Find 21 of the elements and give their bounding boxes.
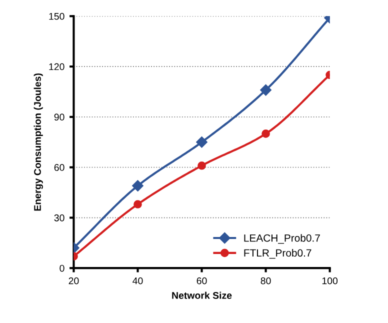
- point: [134, 200, 142, 208]
- y-tick-label: 60: [54, 164, 64, 171]
- y-tick-label: 150: [49, 12, 64, 20]
- x-tick-label: 20: [68, 277, 79, 284]
- x-tick-label: 100: [322, 277, 338, 284]
- legend-label: FTLR_Prob0.7: [244, 249, 312, 259]
- y-axis-title: Energy Consumption (Joules): [34, 73, 43, 211]
- x-tick-label: 40: [132, 277, 143, 284]
- x-tick-label: 80: [260, 277, 271, 284]
- point: [196, 136, 208, 148]
- point: [198, 161, 206, 170]
- point: [262, 130, 270, 138]
- y-tick-label: 30: [54, 214, 64, 222]
- y-tick-label: 90: [54, 114, 64, 121]
- point: [260, 84, 272, 96]
- x-tick-label: 60: [196, 277, 207, 284]
- point: [132, 180, 144, 192]
- y-tick-label: 0: [60, 264, 64, 272]
- y-tick-label: 120: [49, 63, 64, 70]
- x-axis-title: Network Size: [172, 292, 232, 299]
- legend-label: LEACH_Prob0.7: [244, 234, 320, 244]
